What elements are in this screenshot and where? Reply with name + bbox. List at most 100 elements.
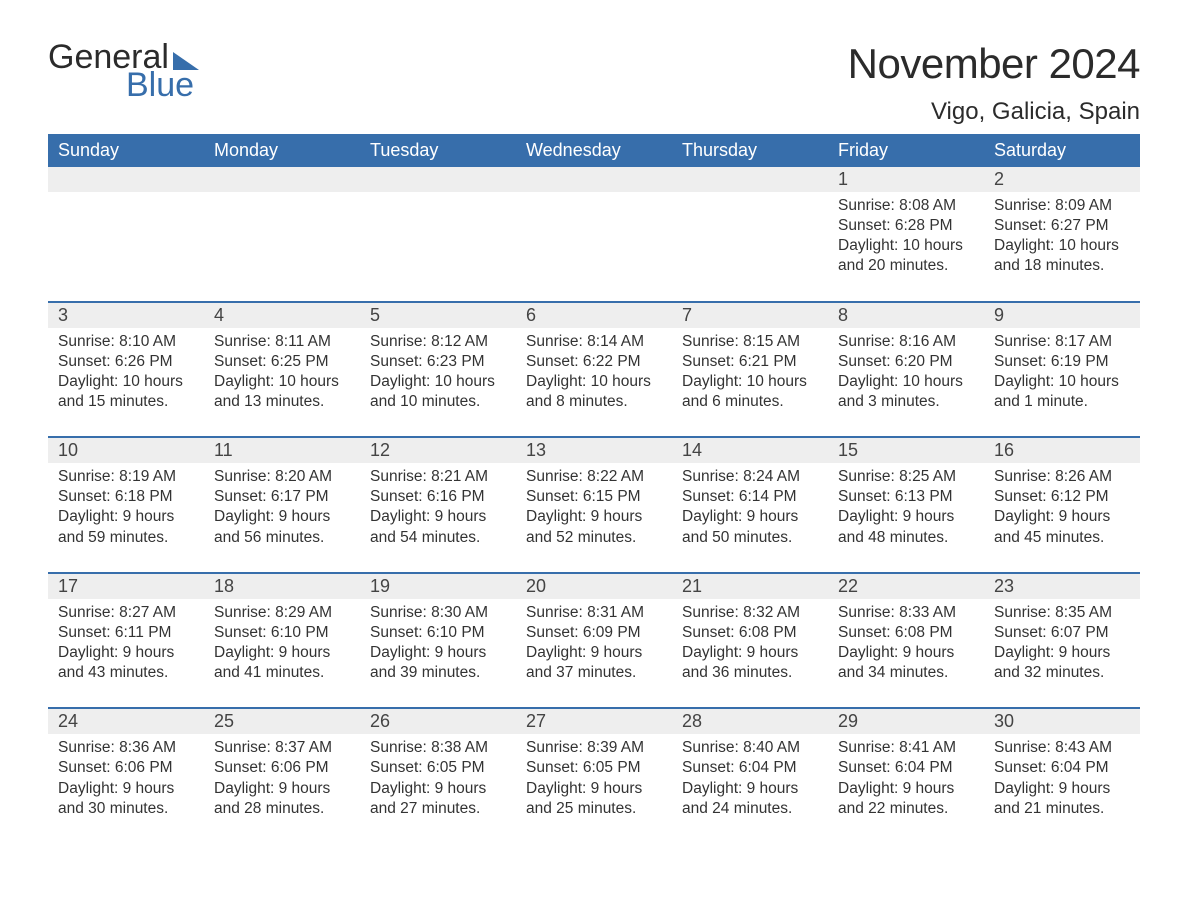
day-info: Sunrise: 8:40 AMSunset: 6:04 PMDaylight:… [678,738,822,819]
daylight-text: Daylight: 9 hours and 41 minutes. [214,643,350,683]
day-number-row: 19 [360,574,516,599]
day-info: Sunrise: 8:24 AMSunset: 6:14 PMDaylight:… [678,467,822,548]
sunrise-text: Sunrise: 8:33 AM [838,603,974,623]
daylight-text: Daylight: 10 hours and 18 minutes. [994,236,1130,276]
sunrise-text: Sunrise: 8:16 AM [838,332,974,352]
sunset-text: Sunset: 6:09 PM [526,623,662,643]
sunset-text: Sunset: 6:19 PM [994,352,1130,372]
day-number: 18 [214,576,234,596]
day-number: 16 [994,440,1014,460]
sunrise-text: Sunrise: 8:32 AM [682,603,818,623]
day-info: Sunrise: 8:33 AMSunset: 6:08 PMDaylight:… [834,603,978,684]
calendar-day: 9Sunrise: 8:17 AMSunset: 6:19 PMDaylight… [984,303,1140,437]
sunset-text: Sunset: 6:05 PM [526,758,662,778]
day-number: 29 [838,711,858,731]
day-number: 27 [526,711,546,731]
calendar-day: 4Sunrise: 8:11 AMSunset: 6:25 PMDaylight… [204,303,360,437]
calendar-day: 5Sunrise: 8:12 AMSunset: 6:23 PMDaylight… [360,303,516,437]
day-number-row: 24 [48,709,204,734]
sunrise-text: Sunrise: 8:35 AM [994,603,1130,623]
calendar-day: 10Sunrise: 8:19 AMSunset: 6:18 PMDayligh… [48,438,204,572]
calendar-day: 18Sunrise: 8:29 AMSunset: 6:10 PMDayligh… [204,574,360,708]
daylight-text: Daylight: 9 hours and 56 minutes. [214,507,350,547]
sunrise-text: Sunrise: 8:22 AM [526,467,662,487]
sunset-text: Sunset: 6:27 PM [994,216,1130,236]
sunset-text: Sunset: 6:13 PM [838,487,974,507]
day-number-row: 20 [516,574,672,599]
calendar-day: 22Sunrise: 8:33 AMSunset: 6:08 PMDayligh… [828,574,984,708]
calendar-week: 17Sunrise: 8:27 AMSunset: 6:11 PMDayligh… [48,572,1140,708]
title-block: November 2024 Vigo, Galicia, Spain [848,40,1140,126]
day-number: 30 [994,711,1014,731]
day-number: 2 [994,169,1004,189]
day-info: Sunrise: 8:09 AMSunset: 6:27 PMDaylight:… [990,196,1134,277]
sunset-text: Sunset: 6:11 PM [58,623,194,643]
daylight-text: Daylight: 9 hours and 28 minutes. [214,779,350,819]
day-info: Sunrise: 8:21 AMSunset: 6:16 PMDaylight:… [366,467,510,548]
calendar-day: 15Sunrise: 8:25 AMSunset: 6:13 PMDayligh… [828,438,984,572]
day-number-row: 13 [516,438,672,463]
weekday-header: Monday [204,134,360,167]
calendar-day: 24 Sunrise: 8:36 AMSunset: 6:06 PMDayligh… [48,709,204,843]
day-info: Sunrise: 8:26 AMSunset: 6:12 PMDaylight:… [990,467,1134,548]
day-number-row: 12 [360,438,516,463]
calendar-day: . [48,167,204,301]
sunrise-text: Sunrise: 8:30 AM [370,603,506,623]
sunrise-text: Sunrise: 8:12 AM [370,332,506,352]
calendar-day: 16 Sunrise: 8:26 AMSunset: 6:12 PMDayligh… [984,438,1140,572]
calendar-day: 25Sunrise: 8:37 AMSunset: 6:06 PMDayligh… [204,709,360,843]
day-info: Sunrise: 8:10 AMSunset: 6:26 PMDaylight:… [54,332,198,413]
brand-logo: General Blue [48,40,199,102]
day-number: 10 [58,440,78,460]
sunrise-text: Sunrise: 8:15 AM [682,332,818,352]
day-number-row: 14 [672,438,828,463]
day-number-row: 23 [984,574,1140,599]
day-number-row: . [360,167,516,192]
day-number-row: 4 [204,303,360,328]
daylight-text: Daylight: 9 hours and 34 minutes. [838,643,974,683]
sunset-text: Sunset: 6:08 PM [682,623,818,643]
calendar-day: 20Sunrise: 8:31 AMSunset: 6:09 PMDayligh… [516,574,672,708]
day-info: Sunrise: 8:20 AMSunset: 6:17 PMDaylight:… [210,467,354,548]
day-number-row: 21 [672,574,828,599]
daylight-text: Daylight: 9 hours and 54 minutes. [370,507,506,547]
sunset-text: Sunset: 6:17 PM [214,487,350,507]
day-number-row: . [48,167,204,192]
day-info: Sunrise: 8:30 AMSunset: 6:10 PMDaylight:… [366,603,510,684]
day-number-row: 29 [828,709,984,734]
sunrise-text: Sunrise: 8:26 AM [994,467,1130,487]
day-number-row: . [516,167,672,192]
daylight-text: Daylight: 10 hours and 6 minutes. [682,372,818,412]
daylight-text: Daylight: 9 hours and 30 minutes. [58,779,194,819]
sunset-text: Sunset: 6:07 PM [994,623,1130,643]
day-number: 8 [838,305,848,325]
day-info: Sunrise: 8:39 AMSunset: 6:05 PMDaylight:… [522,738,666,819]
month-title: November 2024 [848,40,1140,88]
daylight-text: Daylight: 10 hours and 1 minute. [994,372,1130,412]
day-number-row: 1 [828,167,984,192]
day-number-row: 15 [828,438,984,463]
sunrise-text: Sunrise: 8:36 AM [58,738,194,758]
calendar-day: 27 Sunrise: 8:39 AMSunset: 6:05 PMDayligh… [516,709,672,843]
sunset-text: Sunset: 6:06 PM [58,758,194,778]
daylight-text: Daylight: 9 hours and 25 minutes. [526,779,662,819]
sunset-text: Sunset: 6:04 PM [682,758,818,778]
day-number: 6 [526,305,536,325]
day-number-row: 11 [204,438,360,463]
day-info: Sunrise: 8:41 AMSunset: 6:04 PMDaylight:… [834,738,978,819]
sunrise-text: Sunrise: 8:31 AM [526,603,662,623]
calendar-day: 7Sunrise: 8:15 AMSunset: 6:21 PMDaylight… [672,303,828,437]
sunrise-text: Sunrise: 8:25 AM [838,467,974,487]
weekday-header: Wednesday [516,134,672,167]
sunset-text: Sunset: 6:15 PM [526,487,662,507]
calendar-day: . [204,167,360,301]
sunset-text: Sunset: 6:22 PM [526,352,662,372]
day-number-row: 5 [360,303,516,328]
calendar-day: 1Sunrise: 8:08 AMSunset: 6:28 PMDaylight… [828,167,984,301]
day-info: Sunrise: 8:37 AMSunset: 6:06 PMDaylight:… [210,738,354,819]
day-number: 23 [994,576,1014,596]
sunset-text: Sunset: 6:12 PM [994,487,1130,507]
sunset-text: Sunset: 6:10 PM [214,623,350,643]
day-number: 3 [58,305,68,325]
calendar-week: 10Sunrise: 8:19 AMSunset: 6:18 PMDayligh… [48,436,1140,572]
